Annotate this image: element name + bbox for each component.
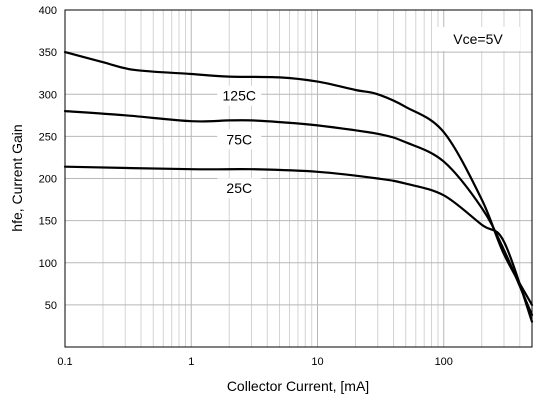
y-tick-label: 400 bbox=[39, 5, 57, 17]
y-tick-label: 200 bbox=[39, 174, 57, 186]
series-line-125c bbox=[63, 51, 534, 306]
curve-label-75c: 75C bbox=[226, 131, 252, 147]
vce-annotation-box: Vce=5V bbox=[437, 27, 520, 51]
y-tick-labels: 50 100 150 200 250 300 350 400 bbox=[39, 5, 57, 312]
x-tick-label: 100 bbox=[435, 356, 453, 368]
x-tick-labels: 0.1 1 10 100 bbox=[57, 356, 453, 368]
y-tick-label: 300 bbox=[39, 89, 57, 101]
y-tick-label: 150 bbox=[39, 216, 57, 228]
x-tick-label: 0.1 bbox=[57, 356, 72, 368]
y-tick-label: 350 bbox=[39, 47, 57, 59]
plot-frame bbox=[64, 9, 533, 348]
series-line-75c bbox=[63, 110, 534, 317]
y-tick-label: 50 bbox=[45, 300, 57, 312]
x-tick-label: 10 bbox=[311, 356, 323, 368]
series-line-25c bbox=[63, 165, 534, 323]
y-tick-label: 100 bbox=[39, 258, 57, 270]
y-axis-title: hfe, Current Gain bbox=[9, 124, 25, 231]
x-axis-title: Collector Current, [mA] bbox=[227, 378, 369, 394]
curve-label-25c: 25C bbox=[226, 180, 252, 196]
curve-label-125c: 125C bbox=[223, 88, 256, 104]
vce-annotation: Vce=5V bbox=[453, 31, 503, 47]
curve-labels: 125C 75C 25C bbox=[217, 85, 262, 199]
y-tick-label: 250 bbox=[39, 131, 57, 143]
curve-label-bg bbox=[217, 85, 262, 106]
curve-label-bg bbox=[217, 129, 262, 150]
x-tick-label: 1 bbox=[188, 356, 194, 368]
series-layer bbox=[63, 51, 534, 323]
curve-label-bg bbox=[217, 178, 262, 199]
grid bbox=[65, 10, 532, 347]
